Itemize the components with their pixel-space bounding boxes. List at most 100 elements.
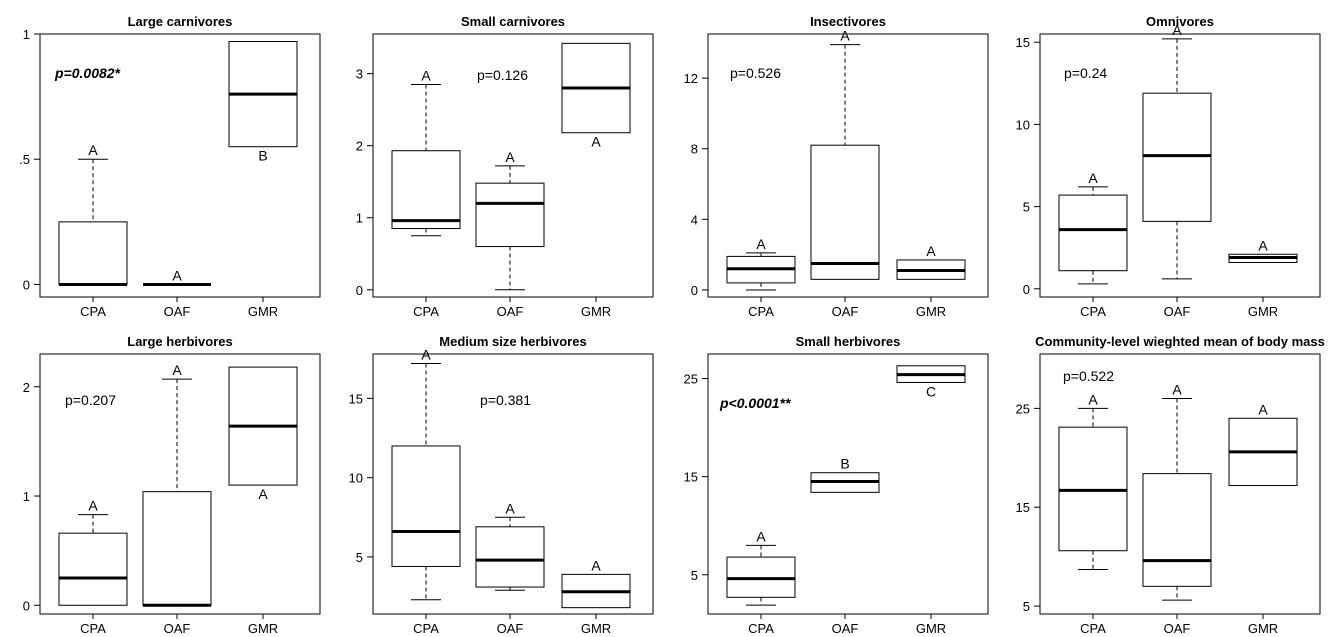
y-tick-label: 0	[23, 598, 30, 613]
group-letter: A	[591, 134, 601, 150]
plot-frame	[372, 33, 654, 298]
x-category-label: OAF	[164, 304, 191, 319]
x-category-label: GMR	[1248, 621, 1278, 636]
panel-title: Medium size herbivores	[439, 334, 586, 349]
plot-frame	[707, 353, 989, 615]
plot-frame	[372, 353, 654, 615]
y-tick-label: 4	[691, 212, 698, 227]
panel-2: Small carnivores 0 1 2 3 CPA OAF GMR A A Ap=0.126	[356, 14, 654, 319]
group-letter: A	[840, 28, 850, 44]
x-category-label: GMR	[916, 621, 946, 636]
y-tick-label: 25	[1016, 401, 1030, 416]
x-category-label: CPA	[80, 304, 106, 319]
plot-frame	[707, 33, 989, 298]
box-oaf: A	[142, 362, 212, 607]
x-category-label: CPA	[413, 304, 439, 319]
group-letter: A	[421, 347, 431, 363]
x-category-label: OAF	[1164, 621, 1191, 636]
x-category-label: CPA	[1080, 304, 1106, 319]
group-letter: A	[88, 142, 98, 158]
group-letter: A	[258, 486, 268, 502]
y-tick-label: 2	[356, 139, 363, 154]
group-letter: A	[591, 557, 601, 573]
group-letter: A	[88, 498, 98, 514]
x-category-label: OAF	[497, 304, 524, 319]
group-letter: A	[172, 267, 182, 283]
box-cpa: A	[1058, 170, 1128, 285]
box-cpa: A	[726, 528, 796, 606]
y-tick-label: 15	[349, 391, 363, 406]
group-letter: A	[505, 149, 515, 165]
panel-4: Omnivores 0 5 10 15 CPA OAF GMR A A Ap=0.24	[1016, 14, 1321, 319]
box-oaf: A	[475, 149, 545, 291]
box-cpa: A	[726, 236, 796, 291]
y-tick-label: 1	[23, 27, 30, 42]
group-letter: A	[421, 67, 431, 83]
x-category-label: CPA	[1080, 621, 1106, 636]
panel-3: Insectivores 0 4 8 12 CPA OAF GMR A A Ap=0.526	[684, 14, 989, 319]
x-category-label: CPA	[413, 621, 439, 636]
group-letter: A	[1172, 22, 1182, 38]
group-letter: A	[1088, 391, 1098, 407]
group-letter: A	[926, 243, 936, 259]
y-tick-label: 1	[356, 211, 363, 226]
panel-title: Community-level wieghted mean of body ma…	[1035, 334, 1325, 349]
x-category-label: GMR	[1248, 304, 1278, 319]
box-cpa: A	[58, 498, 128, 606]
y-tick-label: 2	[23, 380, 30, 395]
x-category-label: GMR	[581, 621, 611, 636]
panel-title: Large carnivores	[128, 14, 233, 29]
box-gmr: C	[896, 365, 966, 399]
p-value-label: p=0.522	[1063, 368, 1114, 384]
iqr-box	[1058, 194, 1128, 272]
p-value-label: p=0.24	[1064, 65, 1107, 81]
x-category-label: CPA	[80, 621, 106, 636]
y-tick-label: 10	[1016, 117, 1030, 132]
box-gmr: A	[561, 42, 631, 150]
panel-8: Community-level wieghted mean of body ma…	[1016, 334, 1325, 636]
box-oaf: A	[810, 28, 880, 280]
group-letter: A	[505, 500, 515, 516]
iqr-box	[391, 445, 461, 567]
plot-frame	[39, 33, 321, 298]
y-tick-label: 15	[1016, 35, 1030, 50]
y-tick-label: 5	[691, 568, 698, 583]
y-tick-label: 12	[684, 71, 698, 86]
box-gmr: A	[896, 243, 966, 280]
group-letter: C	[926, 383, 936, 399]
p-value-label: p=0.126	[477, 67, 528, 83]
y-tick-label: 15	[1016, 500, 1030, 515]
panel-1: Large carnivores 0 .5 1 CPA OAF GMR A A Bp=0.0082…	[19, 14, 321, 319]
box-gmr: A	[1228, 237, 1298, 263]
x-category-label: GMR	[916, 304, 946, 319]
plot-frame	[1039, 353, 1321, 615]
group-letter: A	[1258, 401, 1268, 417]
y-tick-label: 10	[349, 471, 363, 486]
x-category-label: OAF	[832, 621, 859, 636]
p-value-label: p=0.0082*	[54, 65, 121, 81]
iqr-box	[58, 221, 128, 285]
box-oaf: A	[475, 500, 545, 591]
panel-title: Insectivores	[810, 14, 886, 29]
panel-title: Omnivores	[1146, 14, 1214, 29]
box-cpa: A	[391, 67, 461, 237]
x-category-label: GMR	[248, 304, 278, 319]
y-tick-label: 8	[691, 142, 698, 157]
x-category-label: GMR	[248, 621, 278, 636]
y-tick-label: 15	[684, 470, 698, 485]
y-tick-label: 0	[1023, 282, 1030, 297]
box-gmr: B	[228, 41, 298, 164]
box-oaf: A	[1142, 381, 1212, 601]
group-letter: A	[1258, 237, 1268, 253]
x-category-label: OAF	[1164, 304, 1191, 319]
p-value-label: p=0.526	[730, 65, 781, 81]
p-value-label: p=0.381	[480, 392, 531, 408]
iqr-box	[142, 491, 212, 606]
panel-title: Large herbivores	[127, 334, 233, 349]
iqr-box	[1142, 92, 1212, 222]
box-oaf: A	[143, 267, 211, 286]
group-letter: B	[258, 148, 267, 164]
iqr-box	[58, 532, 128, 606]
group-letter: A	[1088, 170, 1098, 186]
